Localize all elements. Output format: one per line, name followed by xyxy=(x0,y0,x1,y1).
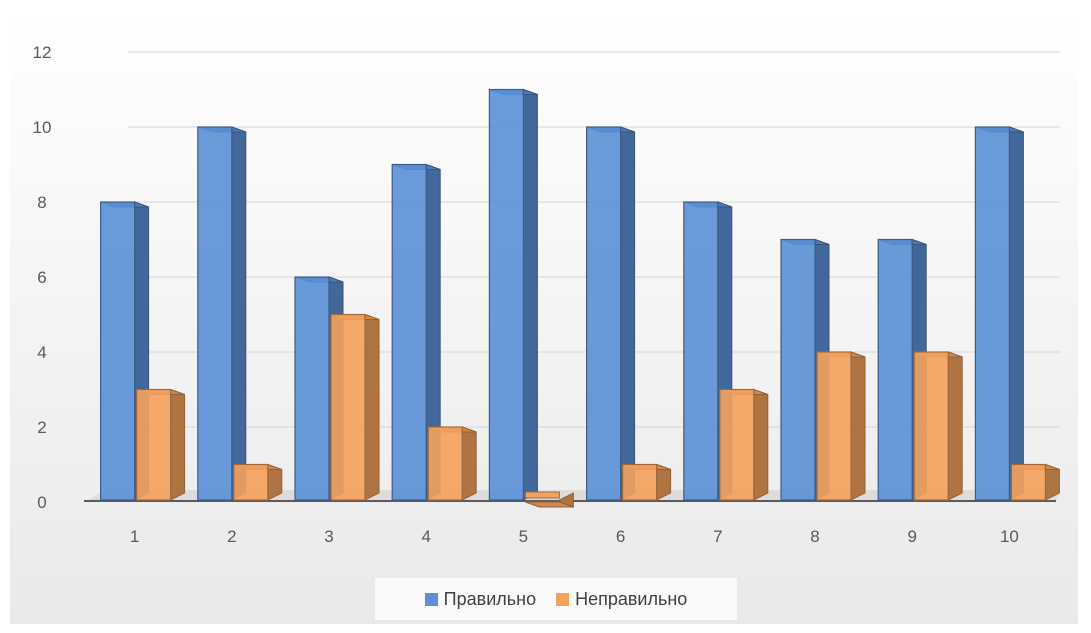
bars-layer xyxy=(99,88,1060,508)
legend-label-incorrect: Неправильно xyxy=(575,588,688,609)
legend-item-incorrect[interactable]: Неправильно xyxy=(556,589,687,610)
bar-incorrect xyxy=(135,388,186,501)
bar-incorrect xyxy=(524,491,574,508)
x-tick-label: 9 xyxy=(907,527,916,546)
bar-incorrect xyxy=(427,426,477,501)
bar-correct xyxy=(974,126,1024,501)
bar-correct xyxy=(488,88,538,501)
bar-incorrect xyxy=(913,351,963,501)
chart-area: 0 2 4 6 8 10 12 1 2 3 4 5 6 7 8 9 10 Правильно Неправил… xyxy=(10,12,1078,624)
x-tick-label: 3 xyxy=(324,527,333,546)
bar-incorrect xyxy=(1010,463,1060,501)
legend-swatch-incorrect xyxy=(556,592,570,606)
legend-label-correct: Правильно xyxy=(443,588,537,609)
y-tick-label: 6 xyxy=(37,268,46,287)
bar-incorrect xyxy=(233,463,283,501)
bar-incorrect xyxy=(621,463,672,501)
x-tick-label: 1 xyxy=(130,527,139,546)
bar-correct xyxy=(391,163,441,501)
bar-incorrect xyxy=(719,388,769,501)
bar-incorrect xyxy=(816,351,866,501)
x-tick-label: 5 xyxy=(519,527,528,546)
bar-incorrect xyxy=(330,313,380,501)
bar-correct xyxy=(585,126,636,501)
x-axis-ticks: 1 2 3 4 5 6 7 8 9 10 xyxy=(130,527,1019,546)
legend: Правильно Неправильно xyxy=(375,578,737,620)
y-tick-label: 4 xyxy=(37,343,46,362)
bar-correct xyxy=(197,126,247,501)
x-tick-label: 7 xyxy=(713,527,722,546)
x-tick-label: 4 xyxy=(421,527,430,546)
x-tick-label: 8 xyxy=(810,527,819,546)
y-tick-label: 10 xyxy=(33,118,52,137)
x-tick-label: 6 xyxy=(616,527,625,546)
y-axis-ticks: 0 2 4 6 8 10 12 xyxy=(33,43,52,512)
y-tick-label: 2 xyxy=(37,418,46,437)
y-tick-label: 12 xyxy=(33,43,52,62)
legend-swatch-correct xyxy=(424,592,438,606)
y-tick-label: 8 xyxy=(37,193,46,212)
y-tick-label: 0 xyxy=(37,493,46,512)
x-tick-label: 10 xyxy=(1000,527,1019,546)
legend-item-correct[interactable]: Правильно xyxy=(424,588,537,610)
x-tick-label: 2 xyxy=(227,527,236,546)
